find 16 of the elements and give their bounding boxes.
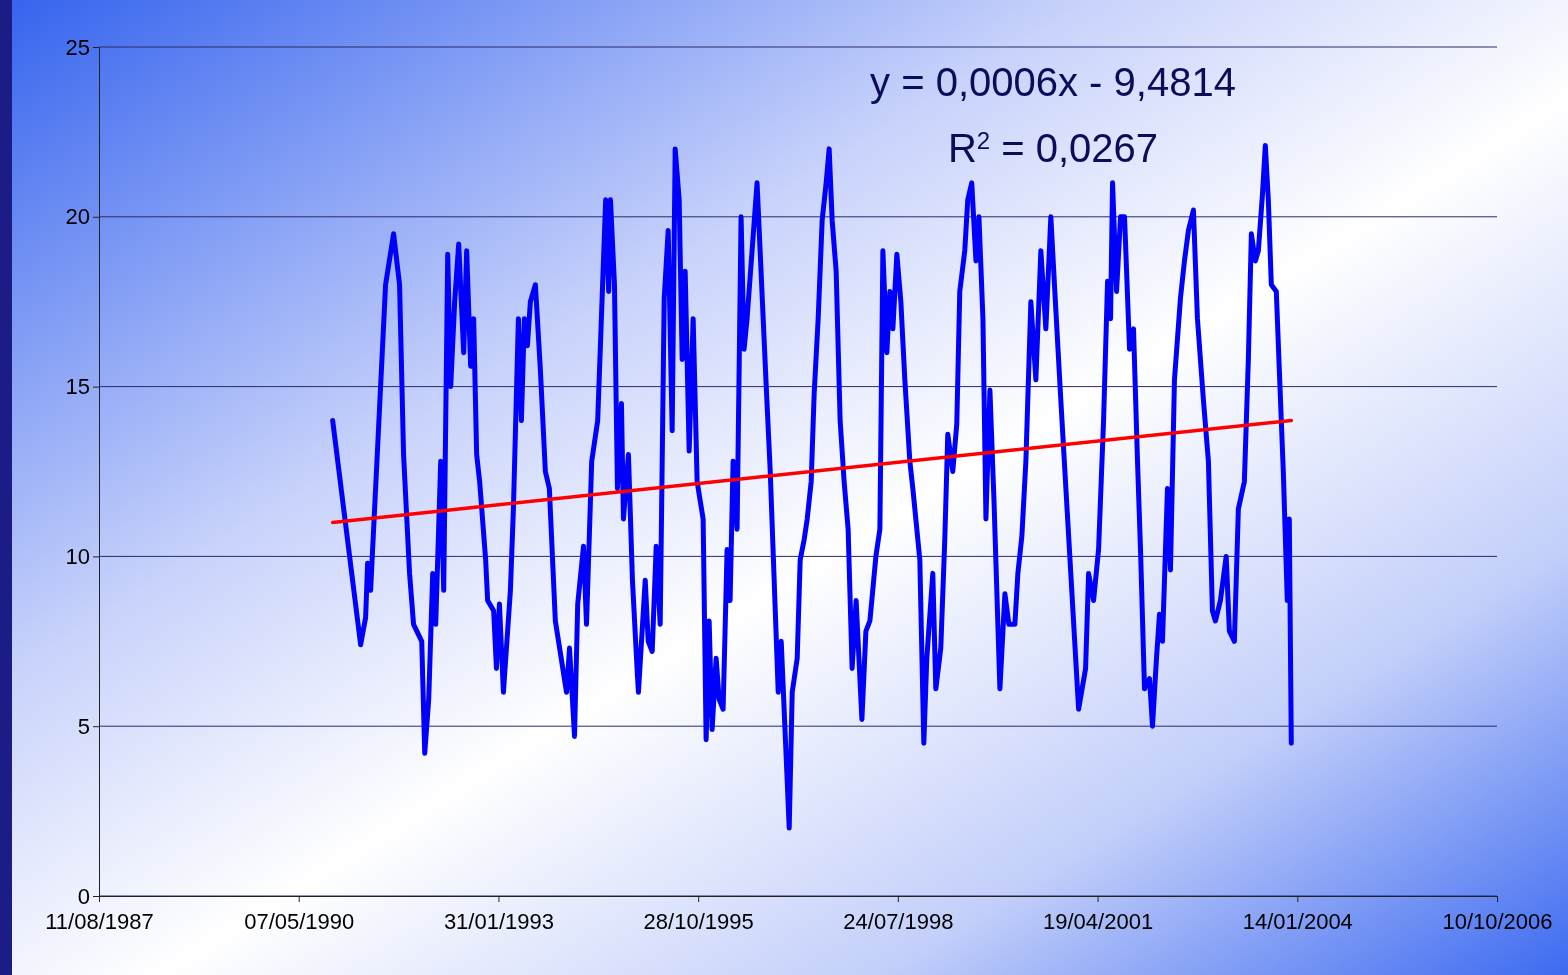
annotation: R$^{2}$ = 0,0267 [947, 126, 1159, 170]
x-tick-label: 11/08/1987 [45, 909, 154, 935]
x-tick-label: 10/10/2006 [1442, 909, 1553, 935]
x-tick-label: 14/01/2004 [1242, 909, 1353, 935]
x-tick-label: 24/07/1998 [843, 909, 954, 935]
y-tick-label: 15 [65, 374, 90, 400]
annotation: y = 0,0006x - 9,4814 [870, 60, 1236, 104]
y-tick-label: 0 [77, 883, 90, 909]
x-tick-label: 28/10/1995 [643, 909, 754, 935]
y-tick-label: 5 [77, 713, 90, 739]
x-tick-label: 07/05/1990 [244, 909, 355, 935]
x-tick-label: 19/04/2001 [1043, 909, 1154, 935]
y-tick-label: 20 [65, 204, 90, 230]
y-tick-label: 25 [65, 34, 90, 60]
y-tick-label: 10 [65, 543, 90, 569]
x-tick-label: 31/01/1993 [443, 909, 554, 935]
